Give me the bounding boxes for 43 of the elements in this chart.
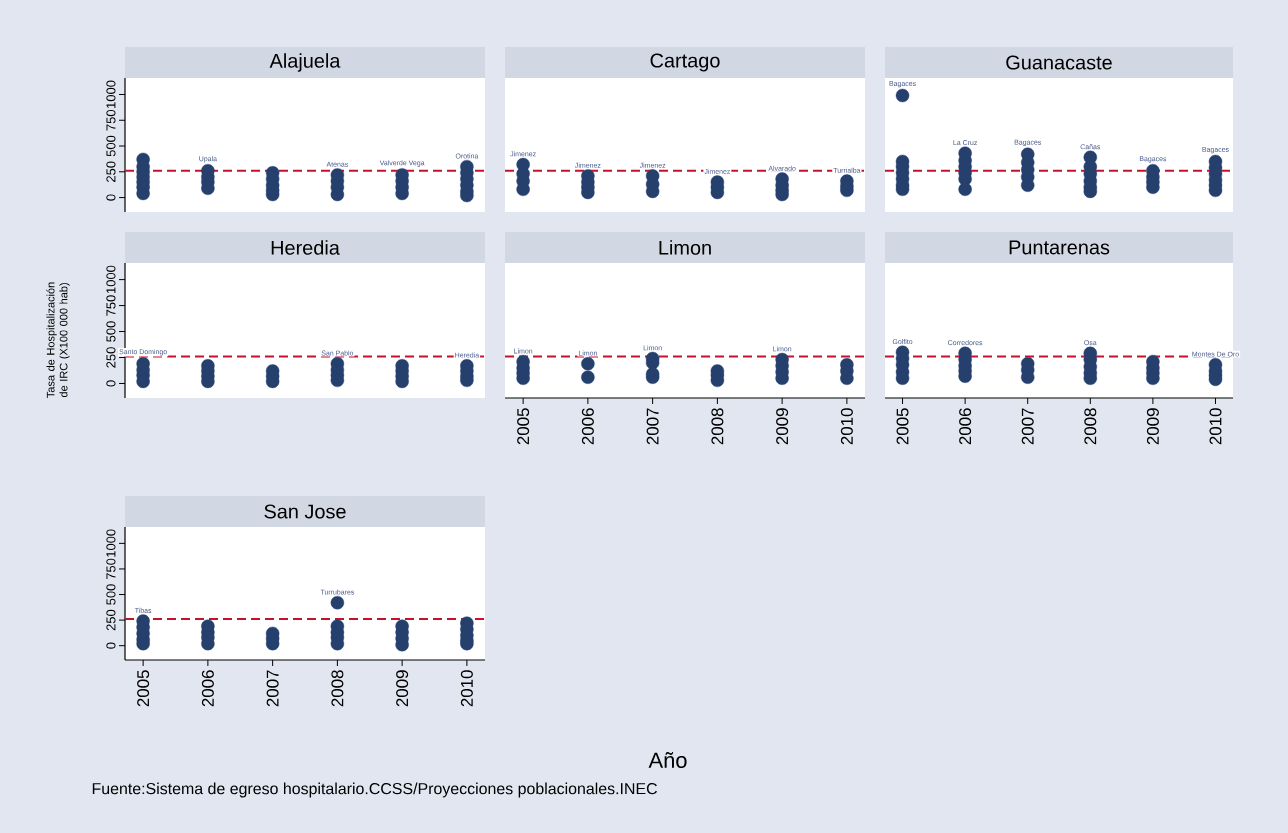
chart-title: Puntarenas [1009, 240, 1110, 255]
y-tick-label: 500 [106, 584, 116, 605]
y-tick-label: 250 [106, 161, 116, 182]
x-tick-label: 2005 [896, 408, 909, 445]
y-tick-label: 1000 [106, 265, 116, 294]
x-tick-label: 2009 [396, 670, 409, 707]
y-tick-label: 750 [106, 109, 116, 131]
x-tick-label: 2010 [460, 670, 473, 707]
chart-title: Cartago [650, 53, 720, 72]
y-tick-label: 0 [106, 380, 116, 387]
y-tick-label: 750 [106, 295, 116, 316]
x-tick-label: 2008 [1084, 408, 1097, 445]
y-axis-title: Tasa de Hospitalización de IRC (X100 000 hab) [46, 282, 70, 398]
y-tick-label: 0 [106, 194, 116, 201]
y-tick-label: 750 [106, 558, 116, 580]
y-tick-label: 1000 [106, 80, 116, 108]
x-tick-label: 2006 [201, 670, 214, 707]
source-note: Fuente:Sistema de egreso hospitalario.CCSS/Proyecciones poblacionales.INEC [92, 782, 657, 798]
x-tick-label: 2007 [1021, 408, 1034, 445]
x-tick-label: 2008 [711, 408, 724, 445]
x-tick-label: 2005 [137, 670, 150, 707]
x-tick-label: 2005 [517, 408, 530, 445]
x-tick-label: 2009 [1146, 408, 1159, 445]
chart-title: Limon [659, 240, 711, 255]
y-tick-label: 250 [106, 347, 116, 368]
x-tick-label: 2010 [840, 408, 853, 445]
chart-title: Heredia [271, 240, 340, 255]
chart-title: Alajuela [269, 53, 341, 72]
y-tick-label: 500 [106, 135, 116, 157]
x-tick-label: 2006 [581, 408, 594, 445]
x-axis-title: Año [648, 752, 687, 768]
x-tick-label: 2007 [646, 408, 659, 445]
y-tick-label: 0 [106, 642, 116, 649]
y-tick-label: 1000 [106, 529, 116, 557]
chart-title: Guanacaste [1006, 55, 1112, 70]
x-tick-label: 2007 [266, 670, 279, 707]
y-tick-label: 250 [106, 609, 116, 631]
x-tick-label: 2009 [776, 408, 789, 445]
chart-title: San Jose [264, 504, 346, 519]
x-tick-label: 2010 [1209, 408, 1222, 445]
y-tick-label: 500 [106, 321, 116, 342]
x-tick-label: 2008 [331, 670, 344, 707]
x-tick-label: 2006 [959, 408, 972, 445]
